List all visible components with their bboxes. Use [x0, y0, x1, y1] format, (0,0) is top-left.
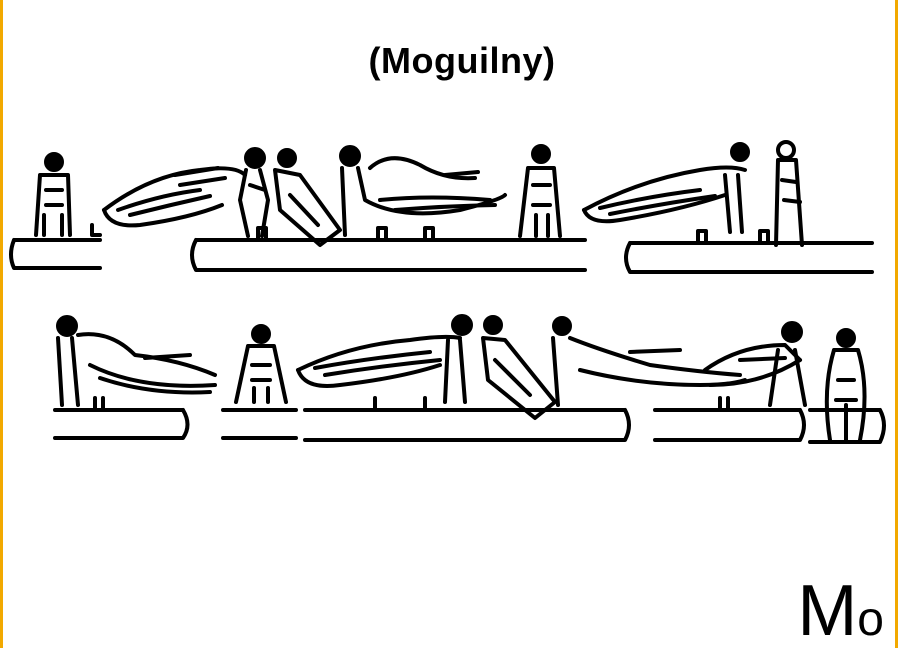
pommel-horse-row1-left	[9, 238, 102, 270]
element-title: (Moguilny)	[368, 40, 556, 81]
element-symbol-main: M	[797, 571, 858, 651]
figure-r1-3-turn	[238, 147, 270, 238]
figure-r2-4-lean	[481, 315, 557, 420]
figure-r1-8-stand	[774, 140, 804, 247]
figure-r2-2-support	[234, 324, 288, 404]
pommel-horse-row1-middle	[190, 226, 587, 272]
figure-r1-7-flair	[582, 142, 750, 234]
figure-r1-5-flair	[339, 145, 507, 237]
figure-r1-6-support	[518, 144, 562, 238]
pommel-horse-row2-right	[653, 396, 806, 442]
pommel-horse-row2-middle-b	[303, 396, 631, 442]
element-symbol-sub: o	[857, 593, 884, 646]
figure-r1-1-support	[34, 152, 102, 237]
figure-r2-3-flair	[296, 314, 473, 404]
figure-r1-4-lean	[273, 148, 342, 247]
element-symbol: Mo	[797, 575, 884, 647]
figure-r2-1-flair	[56, 315, 217, 407]
figure-r1-2-flair	[102, 166, 247, 228]
pommel-horse-row2-left	[53, 396, 190, 440]
pommel-horse-row2-middle-a	[221, 408, 298, 440]
figure-r2-6-flair	[703, 321, 807, 407]
pommel-horse-row1-right	[624, 229, 874, 274]
figure-r2-7-dismount	[824, 328, 867, 442]
